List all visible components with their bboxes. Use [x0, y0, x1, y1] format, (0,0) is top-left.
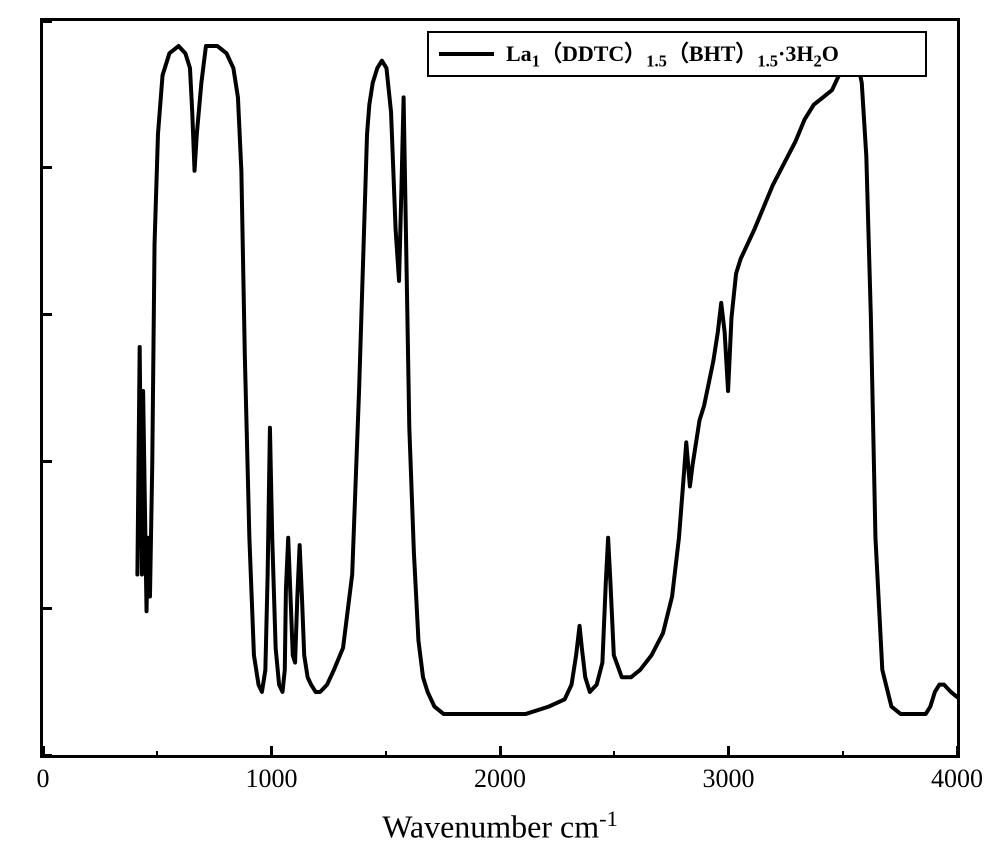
y-tick-major: [40, 166, 52, 169]
x-tick-label: 0: [37, 764, 50, 794]
x-tick-label: 1000: [246, 764, 298, 794]
x-tick-minor: [385, 751, 387, 758]
legend: La1（DDTC）1.5（BHT）1.5·3H2O: [427, 31, 927, 77]
x-tick-label: 3000: [703, 764, 755, 794]
legend-line-sample: [439, 52, 494, 56]
x-tick-label: 4000: [931, 764, 983, 794]
legend-label: La1（DDTC）1.5（BHT）1.5·3H2O: [506, 36, 839, 71]
plot-frame: La1（DDTC）1.5（BHT）1.5·3H2O: [40, 18, 960, 758]
y-tick-major: [40, 460, 52, 463]
x-axis-label: Wavenumber cm-1: [0, 806, 1000, 846]
x-tick-minor: [613, 751, 615, 758]
x-tick-major: [727, 746, 730, 758]
y-tick-major: [40, 607, 52, 610]
x-tick-major: [956, 746, 959, 758]
x-tick-label: 2000: [474, 764, 526, 794]
x-tick-major: [270, 746, 273, 758]
x-tick-minor: [156, 751, 158, 758]
y-tick-major: [40, 754, 52, 757]
x-tick-minor: [842, 751, 844, 758]
y-tick-major: [40, 20, 52, 23]
figure-root: La1（DDTC）1.5（BHT）1.5·3H2O 0 1000 2000 3000 4…: [0, 0, 1000, 855]
x-tick-major: [499, 746, 502, 758]
ir-spectrum-line: [46, 24, 960, 758]
y-tick-major: [40, 313, 52, 316]
